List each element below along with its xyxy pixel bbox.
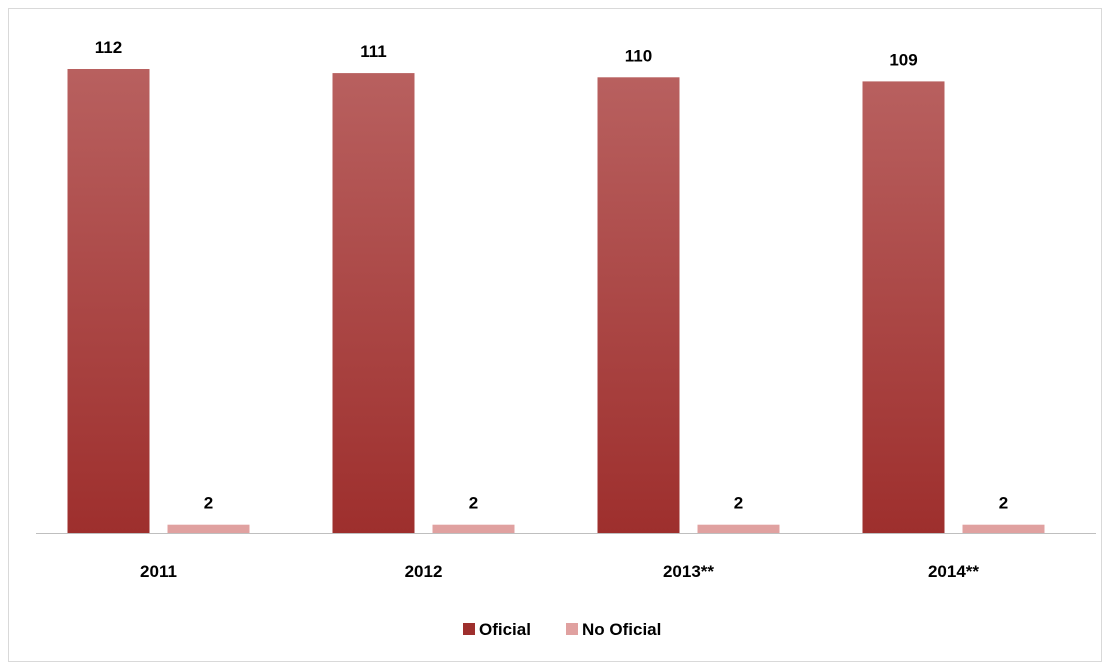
x-tick-label-2: 2013** (663, 562, 714, 581)
x-tick-labels: 2011 2012 2013** 2014** (140, 562, 979, 581)
bars-layer (67, 69, 1045, 534)
legend-label-oficial: Oficial (479, 620, 531, 639)
data-label-no-oficial-1: 2 (469, 494, 478, 513)
data-label-oficial-1: 111 (360, 42, 387, 61)
data-label-no-oficial-3: 2 (999, 494, 1008, 513)
x-tick-label-3: 2014** (928, 562, 979, 581)
legend: Oficial No Oficial (463, 620, 661, 639)
bar-oficial-1 (332, 73, 415, 533)
x-tick-label-0: 2011 (140, 562, 177, 581)
bar-no-oficial-0 (167, 524, 250, 533)
bar-chart: 112 2 111 2 110 2 109 2 2011 2012 2013** 2014** Of… (36, 38, 1096, 639)
legend-swatch-oficial (463, 623, 475, 635)
bar-no-oficial-1 (432, 524, 515, 533)
legend-label-no-oficial: No Oficial (582, 620, 661, 639)
data-label-oficial-3: 109 (889, 50, 917, 69)
bar-no-oficial-2 (697, 524, 780, 533)
data-label-no-oficial-0: 2 (204, 494, 213, 513)
chart-frame: 112 2 111 2 110 2 109 2 2011 2012 2013** 2014** Of… (8, 8, 1102, 662)
bar-oficial-3 (862, 81, 945, 534)
data-label-oficial-0: 112 (95, 38, 122, 57)
data-label-no-oficial-2: 2 (734, 494, 743, 513)
labels-layer: 112 2 111 2 110 2 109 2 (95, 38, 1008, 513)
bar-no-oficial-3 (962, 524, 1045, 533)
legend-swatch-no-oficial (566, 623, 578, 635)
bar-oficial-2 (597, 77, 680, 534)
data-label-oficial-2: 110 (625, 46, 652, 65)
bar-oficial-0 (67, 69, 150, 533)
x-tick-label-1: 2012 (405, 562, 443, 581)
